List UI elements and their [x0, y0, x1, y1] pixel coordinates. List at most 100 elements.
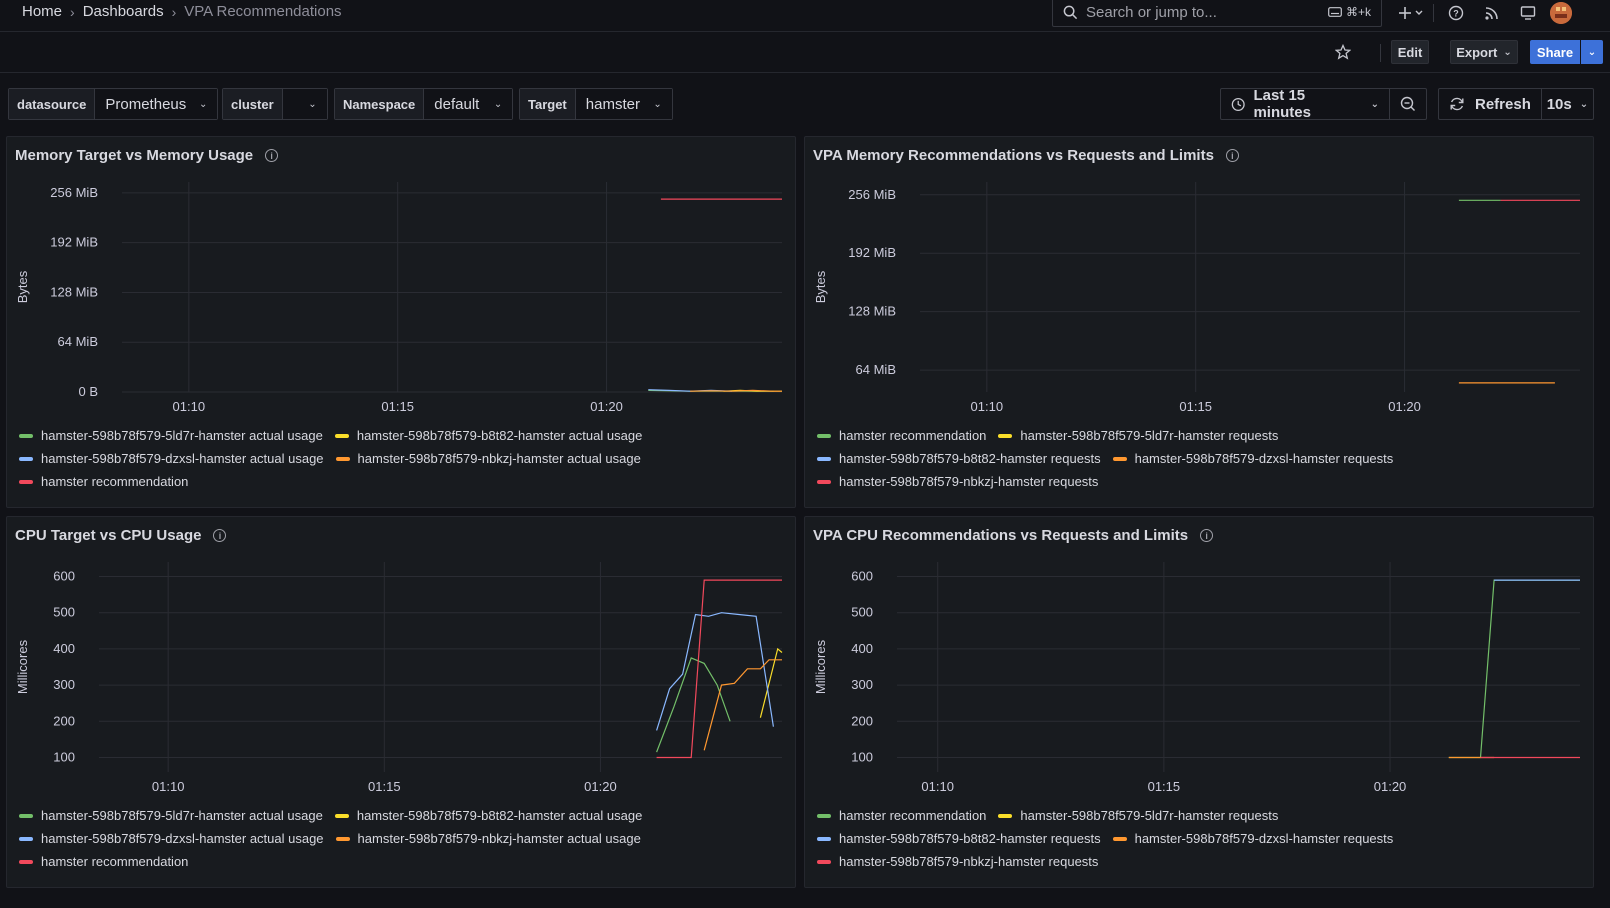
cluster-select[interactable]: ⌄ — [282, 89, 327, 119]
legend-swatch — [335, 456, 350, 461]
legend-label: hamster-598b78f579-nbkzj-hamster actual … — [357, 831, 641, 846]
legend-item[interactable]: hamster recommendation — [19, 474, 188, 489]
y-tick-label: 0 B — [78, 384, 98, 399]
search-input[interactable] — [1086, 3, 1328, 21]
legend-row: hamster-598b78f579-dzxsl-hamster actual … — [19, 827, 642, 850]
y-axis-label: Bytes — [813, 270, 828, 303]
keyboard-shortcut: ⌘+k — [1328, 5, 1371, 19]
breadcrumb-dashboards[interactable]: Dashboards — [82, 3, 164, 20]
legend-swatch — [998, 433, 1013, 438]
legend-item[interactable]: hamster-598b78f579-5ld7r-hamster actual … — [19, 428, 323, 443]
x-tick-label: 01:20 — [584, 779, 617, 794]
info-icon[interactable]: i — [1200, 529, 1214, 542]
panel-title: CPU Target vs CPU Usage i — [15, 527, 227, 544]
y-tick-label: 500 — [851, 605, 873, 620]
x-tick-label: 01:10 — [173, 399, 206, 414]
breadcrumb-current: VPA Recommendations — [184, 3, 342, 20]
legend-item[interactable]: hamster-598b78f579-nbkzj-hamster actual … — [335, 451, 641, 466]
news-button[interactable] — [1474, 2, 1510, 24]
legend-item[interactable]: hamster-598b78f579-dzxsl-hamster request… — [1112, 451, 1393, 466]
search-icon — [1063, 5, 1078, 19]
chevron-right-icon: › — [171, 3, 177, 20]
zoom-out-button[interactable] — [1390, 89, 1426, 119]
legend-item[interactable]: hamster recommendation — [19, 854, 188, 869]
legend-swatch — [817, 813, 831, 818]
refresh-interval-select[interactable]: 10s ⌄ — [1542, 89, 1593, 119]
info-icon[interactable]: i — [1225, 149, 1239, 162]
variable-label: datasource — [9, 89, 96, 119]
legend-swatch — [19, 479, 33, 484]
legend-row: hamster-598b78f579-5ld7r-hamster actual … — [19, 804, 642, 827]
target-select[interactable]: hamster ⌄ — [575, 89, 672, 119]
legend-swatch — [817, 836, 831, 841]
y-tick-label: 600 — [851, 568, 873, 583]
legend-row: hamster-598b78f579-b8t82-hamster request… — [817, 827, 1393, 850]
time-range-button[interactable]: Last 15 minutes ⌄ — [1221, 87, 1390, 121]
legend-item[interactable]: hamster-598b78f579-b8t82-hamster actual … — [334, 428, 642, 443]
breadcrumb: Home › Dashboards › VPA Recommendations — [22, 3, 342, 20]
edit-button[interactable]: Edit — [1391, 40, 1429, 64]
new-menu-button[interactable] — [1393, 2, 1429, 24]
info-icon[interactable]: i — [213, 529, 227, 542]
favorite-button[interactable] — [1331, 40, 1355, 64]
help-button[interactable]: ? — [1438, 2, 1474, 24]
export-button[interactable]: Export ⌄ — [1450, 40, 1518, 64]
legend: hamster-598b78f579-5ld7r-hamster actual … — [19, 424, 642, 493]
legend-item[interactable]: hamster-598b78f579-b8t82-hamster actual … — [334, 808, 643, 823]
info-icon[interactable]: i — [265, 149, 279, 162]
legend: hamster-598b78f579-5ld7r-hamster actual … — [19, 804, 642, 873]
legend-label: hamster recommendation — [839, 428, 987, 443]
legend-item[interactable]: hamster recommendation — [817, 808, 986, 823]
variable-label: Namespace — [335, 89, 425, 119]
panel-memory-target: Memory Target vs Memory Usage i 256 MiB 19… — [6, 136, 796, 508]
chevron-down-icon: ⌄ — [308, 98, 317, 110]
y-tick-label: 400 — [851, 641, 873, 656]
legend-item[interactable]: hamster-598b78f579-nbkzj-hamster request… — [817, 854, 1098, 869]
x-tick-label: 01:10 — [152, 779, 185, 794]
y-tick-label: 200 — [851, 713, 873, 728]
chart: 600 500 400 300 200 100 01:10 01:15 01:20 Millico… — [15, 562, 783, 794]
panel-cpu-target: CPU Target vs CPU Usage i 600 500 400 300 200… — [6, 516, 796, 888]
y-tick-label: 600 — [53, 568, 75, 583]
legend-item[interactable]: hamster-598b78f579-5ld7r-hamster request… — [998, 808, 1278, 823]
series-line — [690, 389, 782, 392]
namespace-select[interactable]: default ⌄ — [424, 89, 513, 119]
chevron-down-icon: ⌄ — [1503, 46, 1512, 58]
breadcrumb-home[interactable]: Home — [22, 3, 63, 20]
datasource-select[interactable]: Prometheus ⌄ — [95, 89, 218, 119]
x-tick-label: 01:15 — [381, 399, 414, 414]
panel-vpa-cpu: VPA CPU Recommendations vs Requests and … — [804, 516, 1594, 888]
legend-label: hamster-598b78f579-b8t82-hamster actual … — [356, 808, 643, 823]
legend-item[interactable]: hamster recommendation — [817, 428, 986, 443]
legend-item[interactable]: hamster-598b78f579-b8t82-hamster request… — [817, 831, 1101, 846]
legend-row: hamster-598b78f579-b8t82-hamster request… — [817, 447, 1393, 470]
legend-item[interactable]: hamster-598b78f579-dzxsl-hamster actual … — [19, 831, 324, 846]
user-avatar[interactable] — [1550, 2, 1572, 24]
legend-label: hamster recommendation — [839, 808, 987, 823]
legend-item[interactable]: hamster-598b78f579-nbkzj-hamster actual … — [335, 831, 641, 846]
legend-item[interactable]: hamster-598b78f579-5ld7r-hamster request… — [998, 428, 1278, 443]
legend-item[interactable]: hamster-598b78f579-b8t82-hamster request… — [817, 451, 1101, 466]
legend-item[interactable]: hamster-598b78f579-dzxsl-hamster actual … — [19, 451, 324, 466]
share-dropdown-button[interactable]: ⌄ — [1581, 40, 1603, 64]
legend-row: hamster recommendation — [19, 850, 642, 873]
chevron-down-icon: ⌄ — [653, 98, 662, 110]
search-box[interactable]: ⌘+k — [1052, 0, 1382, 27]
legend-label: hamster-598b78f579-b8t82-hamster request… — [839, 451, 1101, 466]
y-tick-label: 100 — [851, 750, 873, 765]
kiosk-button[interactable] — [1510, 2, 1546, 24]
legend-label: hamster-598b78f579-dzxsl-hamster actual … — [41, 831, 324, 846]
legend-item[interactable]: hamster-598b78f579-5ld7r-hamster actual … — [19, 808, 323, 823]
legend: hamster recommendation hamster-598b78f579… — [817, 424, 1393, 493]
legend-item[interactable]: hamster-598b78f579-dzxsl-hamster request… — [1112, 831, 1393, 846]
legend-swatch — [334, 433, 349, 438]
legend-label: hamster recommendation — [41, 854, 189, 869]
legend-row: hamster recommendation — [19, 470, 642, 493]
legend-item[interactable]: hamster-598b78f579-nbkzj-hamster request… — [817, 474, 1098, 489]
legend-label: hamster-598b78f579-5ld7r-hamster actual … — [41, 428, 323, 443]
share-button[interactable]: Share — [1530, 40, 1580, 64]
x-tick-label: 01:20 — [590, 399, 623, 414]
refresh-button[interactable]: Refresh — [1439, 89, 1542, 119]
chart: 600 500 400 300 200 100 01:10 01:15 01:20 Millico… — [813, 562, 1580, 794]
keyboard-icon — [1328, 7, 1342, 17]
